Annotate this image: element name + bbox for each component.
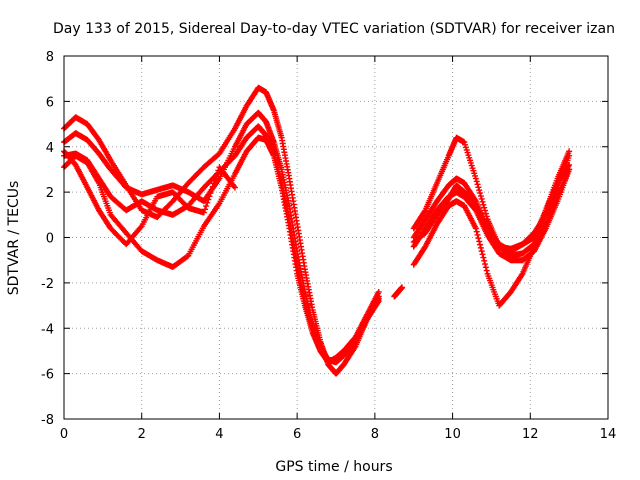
x-tick-label: 0 bbox=[60, 427, 68, 442]
data-point bbox=[476, 238, 483, 245]
y-tick-label: -8 bbox=[41, 413, 54, 428]
data-point bbox=[399, 284, 406, 291]
data-point bbox=[206, 193, 213, 200]
data-point bbox=[541, 213, 548, 220]
y-tick-label: -6 bbox=[41, 368, 54, 383]
y-tick-label: 6 bbox=[46, 95, 54, 110]
x-tick-label: 6 bbox=[293, 427, 301, 442]
data-point bbox=[478, 248, 485, 255]
data-point bbox=[480, 201, 487, 208]
data-point bbox=[209, 183, 216, 190]
data-point bbox=[421, 208, 428, 215]
data-point bbox=[231, 184, 238, 191]
data-point bbox=[200, 209, 207, 216]
x-tick-label: 4 bbox=[215, 427, 223, 442]
data-point bbox=[473, 228, 480, 235]
data-point bbox=[476, 187, 483, 194]
data-point bbox=[477, 190, 484, 197]
y-axis-label: SDTVAR / TECUs bbox=[6, 181, 22, 296]
data-point bbox=[203, 203, 210, 210]
x-tick-label: 10 bbox=[444, 427, 461, 442]
data-point bbox=[518, 272, 525, 279]
data-point bbox=[481, 257, 488, 264]
x-axis-ticks: 0 2 4 6 8 10 12 14 bbox=[60, 56, 616, 442]
data-point bbox=[474, 181, 481, 188]
data-point bbox=[211, 177, 218, 184]
data-marks bbox=[61, 84, 573, 377]
series-trace-5 bbox=[61, 148, 238, 248]
data-point bbox=[207, 190, 214, 197]
data-point bbox=[482, 264, 489, 271]
data-point bbox=[472, 175, 479, 182]
y-tick-label: 4 bbox=[46, 141, 54, 156]
data-point bbox=[483, 267, 490, 274]
data-point bbox=[201, 206, 208, 213]
y-axis-ticks: -8 -6 -4 -2 0 2 4 6 8 bbox=[41, 50, 608, 428]
data-point bbox=[375, 288, 382, 295]
data-point bbox=[477, 241, 484, 248]
data-point bbox=[475, 235, 482, 242]
x-tick-label: 2 bbox=[138, 427, 146, 442]
data-point bbox=[480, 254, 487, 261]
y-tick-label: -4 bbox=[41, 322, 54, 337]
data-point bbox=[474, 231, 481, 238]
data-point bbox=[472, 225, 479, 232]
chart-title: Day 133 of 2015, Sidereal Day-to-day VTE… bbox=[53, 21, 615, 37]
y-tick-label: 0 bbox=[46, 232, 54, 247]
data-point bbox=[482, 261, 489, 268]
series-trace-4 bbox=[61, 134, 382, 364]
data-point bbox=[566, 152, 573, 159]
data-point bbox=[208, 186, 215, 193]
data-point bbox=[481, 204, 488, 211]
data-point bbox=[475, 184, 482, 191]
data-point bbox=[137, 224, 144, 231]
series-trace-10 bbox=[410, 152, 573, 255]
data-point bbox=[479, 198, 486, 205]
series-trace-1 bbox=[61, 84, 382, 377]
data-point bbox=[479, 251, 486, 258]
series-trace-11 bbox=[391, 284, 406, 300]
y-tick-label: 8 bbox=[46, 50, 54, 65]
data-point bbox=[375, 295, 382, 302]
data-point bbox=[204, 199, 211, 206]
data-point bbox=[214, 170, 221, 177]
x-tick-label: 12 bbox=[522, 427, 539, 442]
data-point bbox=[213, 173, 220, 180]
x-axis-label: GPS time / hours bbox=[275, 459, 392, 475]
x-tick-label: 14 bbox=[600, 427, 617, 442]
y-tick-label: -2 bbox=[41, 277, 54, 292]
data-point bbox=[477, 244, 484, 251]
data-point bbox=[210, 180, 217, 187]
y-tick-label: 2 bbox=[46, 186, 54, 201]
x-tick-label: 8 bbox=[371, 427, 379, 442]
data-point bbox=[478, 195, 485, 202]
data-point bbox=[477, 193, 484, 200]
data-point bbox=[473, 178, 480, 185]
data-point bbox=[205, 196, 212, 203]
